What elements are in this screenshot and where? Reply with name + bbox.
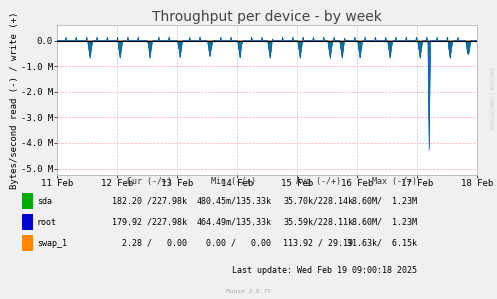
Y-axis label: Bytes/second read (-) / write (+): Bytes/second read (-) / write (+)	[10, 11, 19, 189]
Text: 113.92 / 29.19: 113.92 / 29.19	[283, 239, 353, 248]
Text: Cur (-/+): Cur (-/+)	[127, 177, 171, 186]
Title: Throughput per device - by week: Throughput per device - by week	[152, 10, 382, 24]
Text: 0.00 /   0.00: 0.00 / 0.00	[196, 239, 271, 248]
Text: root: root	[37, 218, 57, 227]
Text: 35.70k/228.14k: 35.70k/228.14k	[283, 197, 353, 206]
Text: Avg (-/+): Avg (-/+)	[296, 177, 340, 186]
Text: Last update: Wed Feb 19 09:00:18 2025: Last update: Wed Feb 19 09:00:18 2025	[233, 266, 417, 275]
Text: Max (-/+): Max (-/+)	[372, 177, 417, 186]
Text: 8.60M/  1.23M: 8.60M/ 1.23M	[352, 218, 417, 227]
Text: Min (-/+): Min (-/+)	[211, 177, 256, 186]
Text: 35.59k/228.11k: 35.59k/228.11k	[283, 218, 353, 227]
Text: 480.45m/135.33k: 480.45m/135.33k	[196, 197, 271, 206]
Text: 31.63k/  6.15k: 31.63k/ 6.15k	[347, 239, 417, 248]
Text: 182.20 /227.98k: 182.20 /227.98k	[112, 197, 186, 206]
Text: Munin 2.0.75: Munin 2.0.75	[226, 289, 271, 294]
Text: 179.92 /227.98k: 179.92 /227.98k	[112, 218, 186, 227]
Text: RRDTOOL / TOBI OETIKER: RRDTOOL / TOBI OETIKER	[489, 67, 494, 130]
Text: 8.60M/  1.23M: 8.60M/ 1.23M	[352, 197, 417, 206]
Text: 2.28 /   0.00: 2.28 / 0.00	[112, 239, 186, 248]
Text: swap_1: swap_1	[37, 239, 67, 248]
Text: sda: sda	[37, 197, 52, 206]
Text: 464.49m/135.33k: 464.49m/135.33k	[196, 218, 271, 227]
